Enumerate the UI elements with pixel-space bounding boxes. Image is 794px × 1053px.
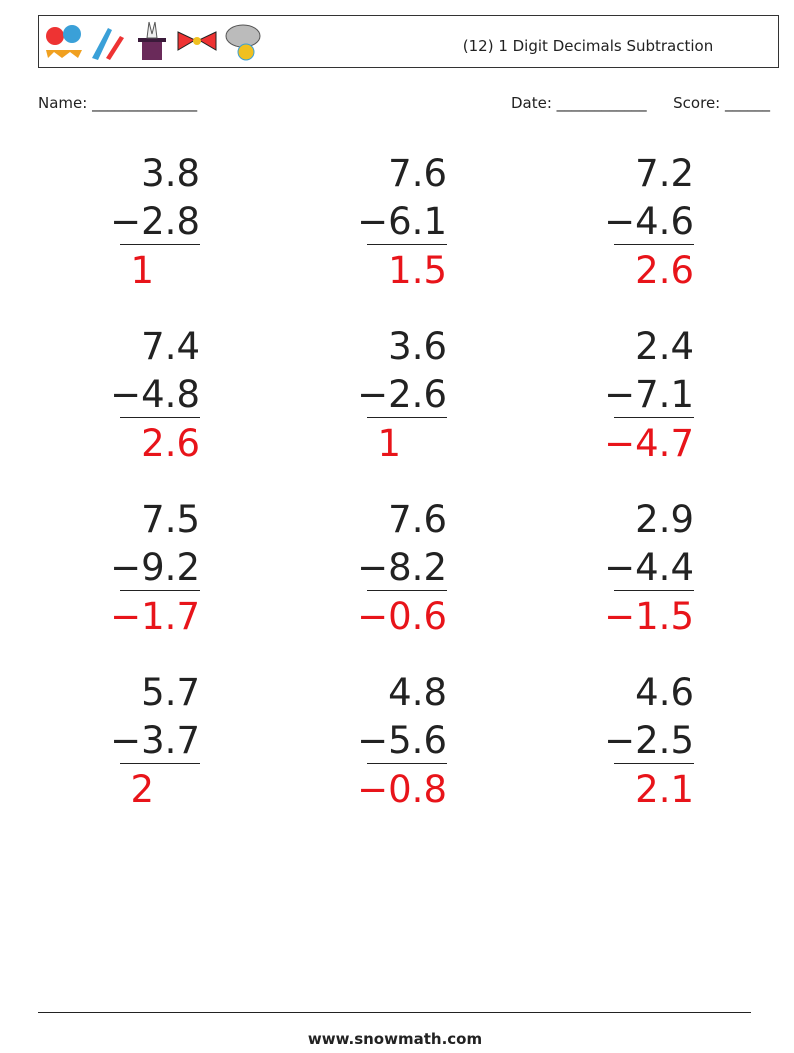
header-icons: [46, 21, 261, 61]
minuend: 7.2: [635, 152, 694, 195]
icon: [193, 37, 201, 45]
icon: [177, 31, 217, 51]
subtrahend: −4.6: [604, 200, 694, 243]
score-field: Score: ______: [673, 94, 770, 113]
subtrahend: −2.8: [110, 200, 200, 243]
answer: 2: [130, 768, 154, 811]
minuend: 7.6: [388, 152, 447, 195]
minuend: 4.6: [635, 671, 694, 714]
subtrahend: −9.2: [110, 546, 200, 589]
icon: [146, 21, 158, 39]
icon: [92, 28, 112, 60]
answer: −0.8: [357, 768, 447, 811]
subtrahend: −6.1: [357, 200, 447, 243]
minuend: 7.5: [141, 498, 200, 541]
worksheet-title: (12) 1 Digit Decimals Subtraction: [463, 37, 713, 55]
answer: 2.6: [141, 422, 200, 465]
minuend: 3.6: [388, 325, 447, 368]
answer: 2.6: [635, 249, 694, 292]
minuend: 7.4: [141, 325, 200, 368]
answer: −1.7: [110, 595, 200, 638]
subtrahend: −2.6: [357, 373, 447, 416]
answer: 2.1: [635, 768, 694, 811]
answer: −1.5: [604, 595, 694, 638]
subtrahend: −3.7: [110, 719, 200, 762]
answer: 1: [130, 249, 154, 292]
answer: −0.6: [357, 595, 447, 638]
subtrahend: −8.2: [357, 546, 447, 589]
header-box: [38, 15, 779, 68]
name-field: Name: ______________: [38, 94, 198, 113]
answer: 1.5: [388, 249, 447, 292]
subtrahend: −5.6: [357, 719, 447, 762]
minuend: 2.4: [635, 325, 694, 368]
answer: 1: [377, 422, 401, 465]
footer-site: www.snowmath.com: [308, 1030, 482, 1048]
minuend: 2.9: [635, 498, 694, 541]
subtrahend: −4.8: [110, 373, 200, 416]
icon: [63, 25, 81, 43]
subtrahend: −4.4: [604, 546, 694, 589]
minuend: 3.8: [141, 152, 200, 195]
subtrahend: −2.5: [604, 719, 694, 762]
date-field: Date: ____________: [511, 94, 647, 113]
minuend: 7.6: [388, 498, 447, 541]
icon: [237, 43, 255, 61]
icon: [142, 40, 162, 60]
subtrahend: −7.1: [604, 373, 694, 416]
icon: [106, 36, 124, 60]
minuend: 4.8: [388, 671, 447, 714]
answer: −4.7: [604, 422, 694, 465]
icon: [138, 38, 166, 42]
icon: [46, 27, 64, 45]
minuend: 5.7: [141, 671, 200, 714]
icon: [225, 24, 261, 48]
icon: [46, 50, 82, 58]
